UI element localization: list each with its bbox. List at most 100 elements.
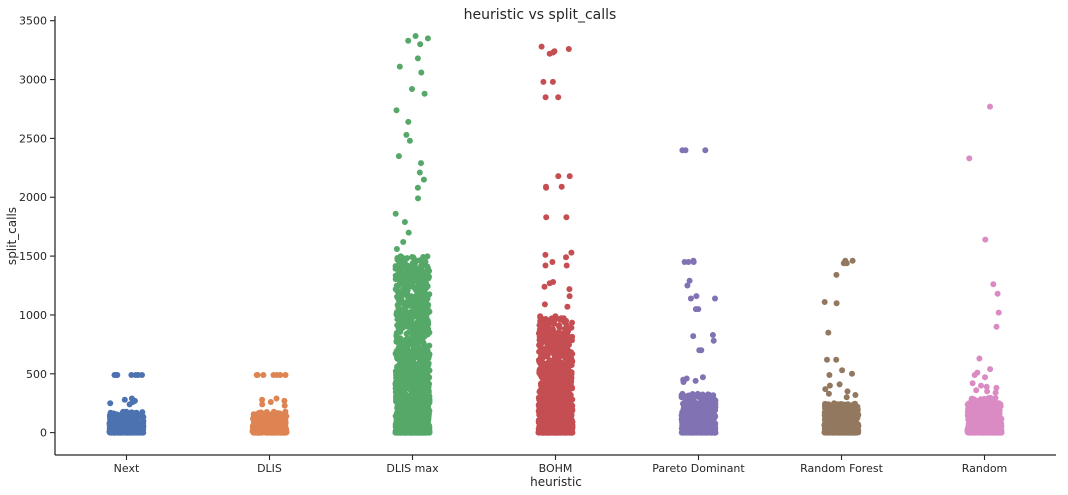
data-point [420, 345, 426, 351]
data-point [697, 429, 704, 436]
data-point [567, 371, 574, 378]
data-point [421, 303, 428, 310]
data-point [562, 405, 569, 411]
outlier-point [421, 90, 428, 97]
outlier-point [420, 176, 427, 183]
outlier-point [543, 184, 550, 191]
data-point [396, 407, 403, 414]
outlier-point [833, 356, 840, 363]
data-point [117, 412, 124, 419]
data-point [545, 366, 552, 373]
data-point [274, 427, 281, 434]
outlier-point [406, 137, 413, 144]
data-point [116, 426, 123, 433]
outlier-point [396, 63, 403, 70]
data-point [411, 285, 418, 292]
data-point [398, 310, 405, 317]
outlier-point [405, 37, 412, 44]
data-point [393, 338, 400, 345]
data-point [398, 274, 405, 281]
data-point [398, 372, 405, 379]
outlier-point [687, 295, 694, 302]
outlier-point [400, 239, 407, 245]
outlier-point [403, 131, 410, 138]
outlier-point [563, 254, 569, 261]
outlier-point [401, 219, 408, 225]
data-point [396, 400, 403, 407]
outlier-point [684, 282, 691, 289]
data-point [424, 397, 430, 404]
outlier-point [546, 50, 553, 57]
data-point [569, 424, 576, 431]
outlier-point [698, 347, 705, 354]
data-point [536, 322, 543, 329]
data-point [406, 418, 413, 425]
data-point [394, 363, 401, 370]
data-point [133, 411, 140, 418]
data-point [405, 269, 412, 275]
outlier-point [542, 251, 549, 258]
data-point [395, 345, 402, 352]
data-point [566, 399, 572, 406]
outlier-point [681, 259, 688, 265]
data-point [536, 348, 543, 355]
data-point [688, 406, 695, 413]
data-point [399, 427, 406, 434]
outlier-point [281, 402, 288, 409]
outlier-point [395, 153, 402, 160]
data-point [404, 282, 411, 289]
data-point [564, 344, 571, 351]
data-point [258, 429, 265, 436]
data-point [409, 254, 416, 260]
data-point [547, 385, 554, 392]
data-point [709, 397, 716, 404]
data-point [568, 324, 575, 331]
data-point [424, 331, 431, 338]
data-point [277, 418, 284, 425]
data-point [425, 326, 432, 332]
data-point [402, 385, 409, 392]
outlier-point [282, 372, 289, 378]
data-point [425, 407, 432, 414]
data-point [408, 391, 414, 398]
data-point [569, 350, 576, 357]
outlier-point [416, 169, 423, 176]
data-point [416, 361, 423, 368]
outlier-point [699, 374, 706, 381]
outlier-point [558, 183, 565, 190]
data-point [414, 304, 421, 310]
data-point [393, 420, 400, 427]
data-point [563, 424, 570, 431]
series-random-forest [821, 257, 862, 436]
data-point [561, 390, 568, 397]
data-point [705, 401, 712, 408]
outlier-point [393, 107, 400, 114]
data-point [679, 412, 686, 419]
data-point [555, 423, 562, 430]
data-point [550, 319, 557, 326]
series-pareto-dominant [678, 147, 719, 436]
outlier-point [849, 370, 855, 377]
outlier-point [844, 388, 851, 395]
outlier-point [546, 280, 553, 287]
data-point [395, 413, 402, 420]
data-point [545, 328, 552, 335]
outlier-point [710, 337, 717, 344]
data-point [276, 410, 283, 417]
outlier-point [541, 283, 548, 290]
data-point [538, 429, 545, 435]
data-point [404, 372, 411, 379]
data-point [410, 429, 416, 436]
data-point [412, 354, 418, 361]
data-point [694, 415, 701, 422]
series-next [106, 372, 147, 436]
outlier-point [273, 372, 280, 378]
data-point [569, 358, 576, 365]
data-point [415, 394, 422, 401]
data-point [413, 411, 420, 418]
outlier-point [418, 69, 425, 76]
data-point [404, 298, 411, 305]
data-point [556, 366, 563, 373]
outlier-point [538, 43, 545, 50]
outlier-point [128, 372, 135, 378]
